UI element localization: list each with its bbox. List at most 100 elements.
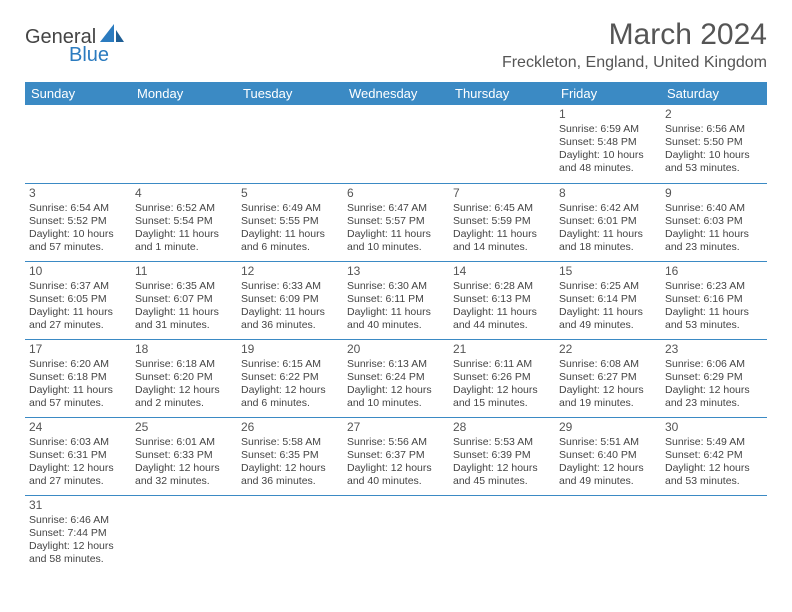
calendar-cell	[237, 105, 343, 183]
sunrise-line: Sunrise: 6:15 AM	[241, 358, 339, 371]
sunrise-line: Sunrise: 6:45 AM	[453, 202, 551, 215]
daylight-line: Daylight: 12 hours and 53 minutes.	[665, 462, 763, 488]
calendar-cell	[25, 105, 131, 183]
daylight-line: Daylight: 11 hours and 10 minutes.	[347, 228, 445, 254]
sunset-line: Sunset: 5:48 PM	[559, 136, 657, 149]
sunrise-line: Sunrise: 6:03 AM	[29, 436, 127, 449]
sunset-line: Sunset: 6:40 PM	[559, 449, 657, 462]
calendar-cell: 9Sunrise: 6:40 AMSunset: 6:03 PMDaylight…	[661, 183, 767, 261]
weekday-header: Friday	[555, 82, 661, 105]
calendar-cell: 19Sunrise: 6:15 AMSunset: 6:22 PMDayligh…	[237, 339, 343, 417]
sunrise-line: Sunrise: 6:37 AM	[29, 280, 127, 293]
weekday-header: Saturday	[661, 82, 767, 105]
sunset-line: Sunset: 6:05 PM	[29, 293, 127, 306]
calendar-cell	[131, 105, 237, 183]
calendar-cell: 20Sunrise: 6:13 AMSunset: 6:24 PMDayligh…	[343, 339, 449, 417]
calendar-row: 10Sunrise: 6:37 AMSunset: 6:05 PMDayligh…	[25, 261, 767, 339]
calendar-row: 31Sunrise: 6:46 AMSunset: 7:44 PMDayligh…	[25, 495, 767, 573]
sunset-line: Sunset: 6:22 PM	[241, 371, 339, 384]
calendar-cell: 29Sunrise: 5:51 AMSunset: 6:40 PMDayligh…	[555, 417, 661, 495]
weekday-header: Wednesday	[343, 82, 449, 105]
daylight-line: Daylight: 11 hours and 14 minutes.	[453, 228, 551, 254]
sunset-line: Sunset: 6:31 PM	[29, 449, 127, 462]
calendar-row: 24Sunrise: 6:03 AMSunset: 6:31 PMDayligh…	[25, 417, 767, 495]
sunrise-line: Sunrise: 6:28 AM	[453, 280, 551, 293]
calendar-cell: 25Sunrise: 6:01 AMSunset: 6:33 PMDayligh…	[131, 417, 237, 495]
day-number: 26	[241, 420, 339, 435]
sunset-line: Sunset: 5:59 PM	[453, 215, 551, 228]
daylight-line: Daylight: 11 hours and 49 minutes.	[559, 306, 657, 332]
calendar-cell: 21Sunrise: 6:11 AMSunset: 6:26 PMDayligh…	[449, 339, 555, 417]
sunrise-line: Sunrise: 6:23 AM	[665, 280, 763, 293]
day-number: 22	[559, 342, 657, 357]
sunrise-line: Sunrise: 6:18 AM	[135, 358, 233, 371]
calendar-cell: 16Sunrise: 6:23 AMSunset: 6:16 PMDayligh…	[661, 261, 767, 339]
sunrise-line: Sunrise: 6:06 AM	[665, 358, 763, 371]
daylight-line: Daylight: 12 hours and 23 minutes.	[665, 384, 763, 410]
day-number: 5	[241, 186, 339, 201]
day-number: 13	[347, 264, 445, 279]
sunrise-line: Sunrise: 6:20 AM	[29, 358, 127, 371]
weekday-header-row: SundayMondayTuesdayWednesdayThursdayFrid…	[25, 82, 767, 105]
sunset-line: Sunset: 6:39 PM	[453, 449, 551, 462]
weekday-header: Monday	[131, 82, 237, 105]
calendar-cell	[555, 495, 661, 573]
calendar-cell: 12Sunrise: 6:33 AMSunset: 6:09 PMDayligh…	[237, 261, 343, 339]
day-number: 19	[241, 342, 339, 357]
daylight-line: Daylight: 11 hours and 53 minutes.	[665, 306, 763, 332]
calendar-cell	[449, 105, 555, 183]
weekday-header: Tuesday	[237, 82, 343, 105]
day-number: 9	[665, 186, 763, 201]
day-number: 29	[559, 420, 657, 435]
calendar-cell: 26Sunrise: 5:58 AMSunset: 6:35 PMDayligh…	[237, 417, 343, 495]
sunset-line: Sunset: 6:29 PM	[665, 371, 763, 384]
calendar-cell: 13Sunrise: 6:30 AMSunset: 6:11 PMDayligh…	[343, 261, 449, 339]
sunrise-line: Sunrise: 5:49 AM	[665, 436, 763, 449]
sunrise-line: Sunrise: 6:35 AM	[135, 280, 233, 293]
location-subtitle: Freckleton, England, United Kingdom	[502, 54, 767, 72]
day-number: 20	[347, 342, 445, 357]
sunset-line: Sunset: 6:35 PM	[241, 449, 339, 462]
sunset-line: Sunset: 6:18 PM	[29, 371, 127, 384]
daylight-line: Daylight: 12 hours and 2 minutes.	[135, 384, 233, 410]
day-number: 27	[347, 420, 445, 435]
calendar-row: 1Sunrise: 6:59 AMSunset: 5:48 PMDaylight…	[25, 105, 767, 183]
daylight-line: Daylight: 12 hours and 32 minutes.	[135, 462, 233, 488]
day-number: 17	[29, 342, 127, 357]
daylight-line: Daylight: 11 hours and 1 minute.	[135, 228, 233, 254]
calendar-cell: 4Sunrise: 6:52 AMSunset: 5:54 PMDaylight…	[131, 183, 237, 261]
day-number: 23	[665, 342, 763, 357]
daylight-line: Daylight: 11 hours and 31 minutes.	[135, 306, 233, 332]
brand-logo: General Blue	[25, 18, 126, 65]
daylight-line: Daylight: 12 hours and 40 minutes.	[347, 462, 445, 488]
sunset-line: Sunset: 6:37 PM	[347, 449, 445, 462]
sunset-line: Sunset: 7:44 PM	[29, 527, 127, 540]
calendar-cell: 2Sunrise: 6:56 AMSunset: 5:50 PMDaylight…	[661, 105, 767, 183]
daylight-line: Daylight: 12 hours and 6 minutes.	[241, 384, 339, 410]
sunrise-line: Sunrise: 5:58 AM	[241, 436, 339, 449]
sunset-line: Sunset: 6:16 PM	[665, 293, 763, 306]
day-number: 21	[453, 342, 551, 357]
sunrise-line: Sunrise: 6:42 AM	[559, 202, 657, 215]
calendar-cell: 11Sunrise: 6:35 AMSunset: 6:07 PMDayligh…	[131, 261, 237, 339]
calendar-cell: 28Sunrise: 5:53 AMSunset: 6:39 PMDayligh…	[449, 417, 555, 495]
sunrise-line: Sunrise: 6:54 AM	[29, 202, 127, 215]
sunset-line: Sunset: 6:01 PM	[559, 215, 657, 228]
calendar-cell: 14Sunrise: 6:28 AMSunset: 6:13 PMDayligh…	[449, 261, 555, 339]
sunset-line: Sunset: 6:14 PM	[559, 293, 657, 306]
calendar-cell: 5Sunrise: 6:49 AMSunset: 5:55 PMDaylight…	[237, 183, 343, 261]
calendar-cell: 23Sunrise: 6:06 AMSunset: 6:29 PMDayligh…	[661, 339, 767, 417]
day-number: 3	[29, 186, 127, 201]
daylight-line: Daylight: 12 hours and 45 minutes.	[453, 462, 551, 488]
daylight-line: Daylight: 11 hours and 36 minutes.	[241, 306, 339, 332]
calendar-cell: 24Sunrise: 6:03 AMSunset: 6:31 PMDayligh…	[25, 417, 131, 495]
weekday-header: Sunday	[25, 82, 131, 105]
daylight-line: Daylight: 12 hours and 19 minutes.	[559, 384, 657, 410]
sunset-line: Sunset: 6:33 PM	[135, 449, 233, 462]
daylight-line: Daylight: 11 hours and 18 minutes.	[559, 228, 657, 254]
day-number: 16	[665, 264, 763, 279]
sunrise-line: Sunrise: 6:33 AM	[241, 280, 339, 293]
day-number: 4	[135, 186, 233, 201]
day-number: 1	[559, 107, 657, 122]
calendar-cell: 31Sunrise: 6:46 AMSunset: 7:44 PMDayligh…	[25, 495, 131, 573]
